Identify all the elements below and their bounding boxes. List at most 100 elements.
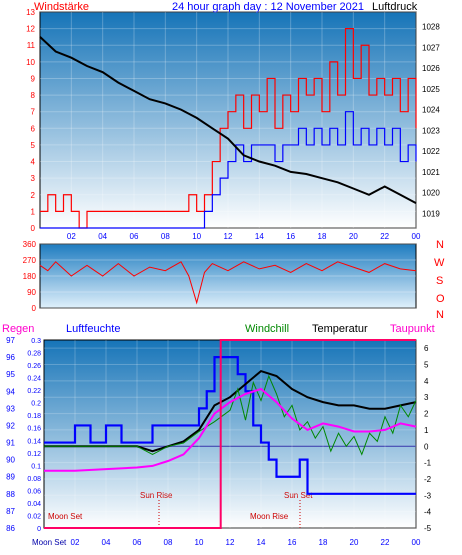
rain-y-tick-label: 0.26 <box>27 363 41 370</box>
rain-y-tick-label: 0 <box>37 526 41 533</box>
rain-y-tick-label: 0.16 <box>27 426 41 433</box>
wind-x-tick-label: 18 <box>318 232 327 241</box>
rain-y-tick-label: 0.1 <box>31 463 41 470</box>
temp-y-tick-label: 2 <box>424 410 429 419</box>
wind-y-tick-label: 5 <box>31 141 36 150</box>
windchill-label: Windchill <box>245 323 289 335</box>
rain-y-tick-label: 0.18 <box>27 413 41 420</box>
temp-x-tick-label: 18 <box>319 538 328 547</box>
temp-y-tick-label: -2 <box>424 475 432 484</box>
wind-x-tick-label: 08 <box>161 232 170 241</box>
temp-x-tick-label: 00 <box>412 538 421 547</box>
wind-x-tick-label: 02 <box>67 232 76 241</box>
humidity-y-tick-label: 87 <box>6 507 15 516</box>
wind-y-tick-label: 2 <box>31 191 36 200</box>
temp-series-windchill <box>44 374 417 456</box>
temp-x-tick-label: 20 <box>350 538 359 547</box>
temp-y-tick-label: -4 <box>424 508 432 517</box>
rain-y-tick-label: 0.2 <box>31 401 41 408</box>
direction-y-tick-label: 90 <box>27 288 36 297</box>
wind-x-tick-label: 00 <box>412 232 421 241</box>
wind-y-tick-label: 12 <box>26 25 35 34</box>
temp-y-tick-label: -5 <box>424 524 432 533</box>
direction-y-tick-label: 180 <box>23 272 37 281</box>
wind-y-tick-label: 0 <box>31 224 36 233</box>
humidity-y-tick-label: 88 <box>6 490 15 499</box>
wind-x-tick-label: 16 <box>286 232 295 241</box>
windstaerke-label: Windstärke <box>34 1 89 13</box>
temp-y-tick-label: 6 <box>424 344 429 353</box>
temp-x-tick-label: 06 <box>133 538 142 547</box>
rain-y-tick-label: 0.22 <box>27 388 41 395</box>
temp-y-tick-label: 0 <box>424 442 429 451</box>
temp-x-tick-label: 16 <box>288 538 297 547</box>
wind-x-tick-label: 12 <box>224 232 233 241</box>
wind-y-tick-label: 8 <box>31 91 36 100</box>
rain-y-tick-label: 0.24 <box>27 376 41 383</box>
direction-y-tick-label: 270 <box>23 256 37 265</box>
temp-y-tick-label: 3 <box>424 393 429 402</box>
rain-y-tick-label: 0.12 <box>27 451 41 458</box>
rain-y-tick-label: 0.08 <box>27 476 41 483</box>
humidity-y-tick-label: 86 <box>6 524 15 533</box>
pressure-y-tick-label: 1028 <box>422 23 440 32</box>
luftfeuchte-label: Luftfeuchte <box>66 323 120 335</box>
rain-y-tick-label: 0.06 <box>27 488 41 495</box>
direction-y-tick-label: 0 <box>32 304 37 313</box>
graph-title: 24 hour graph day : 12 November 2021 <box>172 1 364 13</box>
temp-x-tick-label: 04 <box>102 538 111 547</box>
compass-label-o: O <box>436 293 445 305</box>
pressure-y-tick-label: 1022 <box>422 147 440 156</box>
wind-x-tick-label: 14 <box>255 232 264 241</box>
wind-series-pressure <box>39 36 417 204</box>
humidity-y-tick-label: 92 <box>6 421 15 430</box>
wind-y-tick-label: 6 <box>31 124 36 133</box>
humidity-y-tick-label: 93 <box>6 404 15 413</box>
temp-y-tick-label: 4 <box>424 377 429 386</box>
temp-y-tick-label: -3 <box>424 491 432 500</box>
wind-y-tick-label: 9 <box>31 74 36 83</box>
luftdruck-label: Luftdruck <box>372 1 418 13</box>
compass-label-s: S <box>436 275 443 287</box>
temperatur-label: Temperatur <box>312 323 368 335</box>
compass-label-w: W <box>434 257 445 269</box>
humidity-y-tick-label: 95 <box>6 370 15 379</box>
temp-series-rain <box>44 339 416 529</box>
wind-y-tick-label: 11 <box>27 41 36 50</box>
moon-rise-annotation: Moon Rise <box>250 512 289 521</box>
wind-x-tick-label: 22 <box>380 232 389 241</box>
temp-x-tick-label: 14 <box>257 538 266 547</box>
moon-set-annotation: Moon Set <box>48 512 83 521</box>
sun-rise-annotation: Sun Rise <box>140 491 173 500</box>
temp-y-tick-label: 1 <box>424 426 429 435</box>
temp-x-tick-label: 10 <box>195 538 204 547</box>
pressure-y-tick-label: 1021 <box>422 168 440 177</box>
pressure-y-tick-label: 1020 <box>422 189 440 198</box>
wind-y-tick-label: 3 <box>31 174 36 183</box>
sun-set-annotation: Sun Set <box>284 491 313 500</box>
humidity-y-tick-label: 97 <box>6 336 15 345</box>
wind-series-gust <box>40 28 417 229</box>
rain-y-tick-label: 0.02 <box>27 513 41 520</box>
compass-label-n-bottom: N <box>436 309 444 321</box>
temp-x-tick-label: 08 <box>164 538 173 547</box>
temp-series-temperature <box>44 369 417 453</box>
direction-series-direction <box>39 261 417 305</box>
wind-series-average <box>40 111 417 229</box>
pressure-y-tick-label: 1025 <box>422 85 440 94</box>
temp-x-tick-label: 12 <box>226 538 235 547</box>
pressure-y-tick-label: 1027 <box>422 43 440 52</box>
humidity-y-tick-label: 94 <box>6 387 15 396</box>
pressure-y-tick-label: 1023 <box>422 126 440 135</box>
moon-set-bottom-annotation: Moon Set <box>32 538 67 547</box>
temp-series-dewpoint <box>44 387 417 472</box>
pressure-y-tick-label: 1026 <box>422 64 440 73</box>
regen-label: Regen <box>2 323 34 335</box>
wind-x-tick-label: 04 <box>98 232 107 241</box>
temp-y-tick-label: -1 <box>424 459 432 468</box>
temp-x-tick-label: 22 <box>381 538 390 547</box>
pressure-y-tick-label: 1024 <box>422 106 440 115</box>
rain-y-tick-label: 0.3 <box>31 338 41 345</box>
